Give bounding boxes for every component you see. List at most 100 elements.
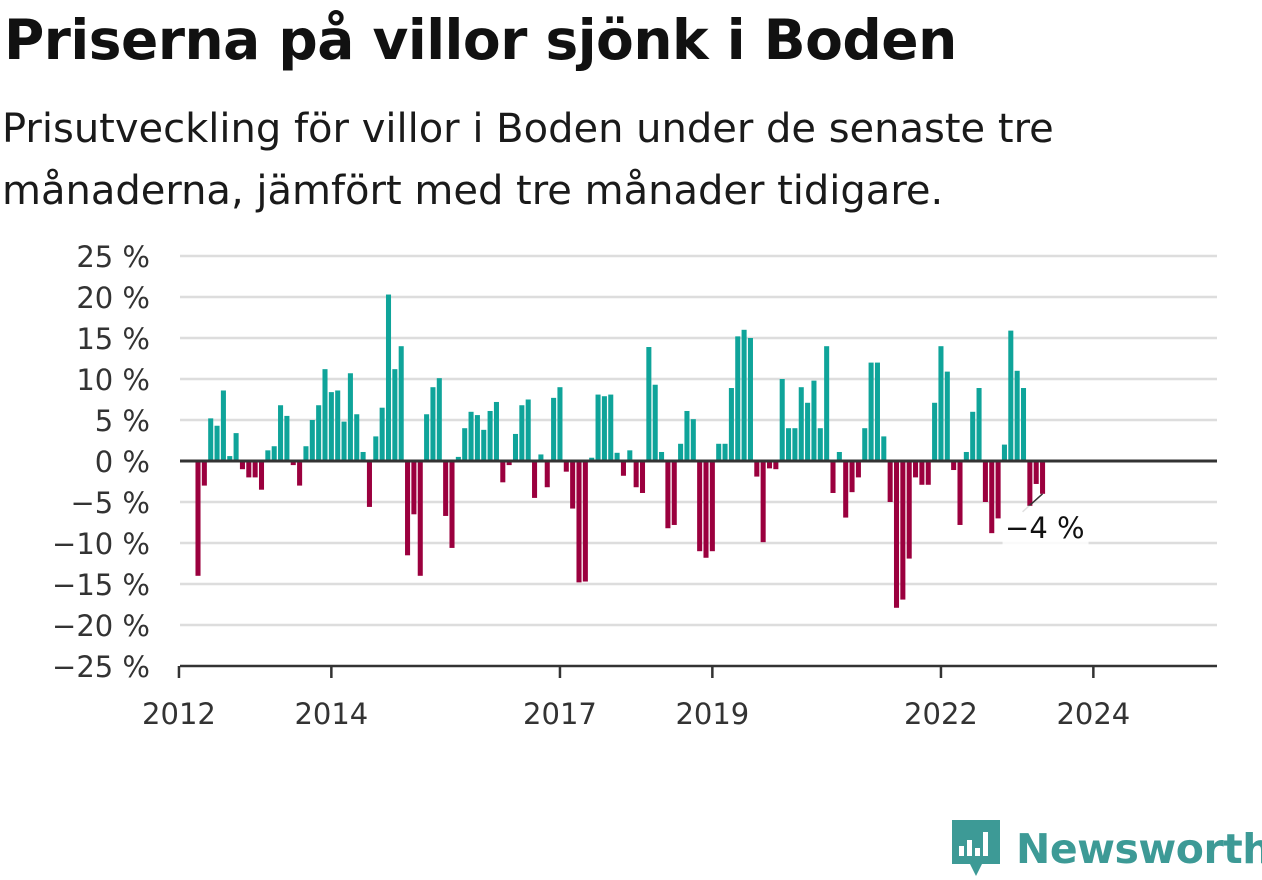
bar: [449, 461, 455, 548]
bar: [354, 414, 360, 461]
bar: [525, 399, 531, 461]
bar: [417, 461, 423, 576]
bar: [633, 461, 639, 488]
bar: [316, 405, 322, 461]
bar: [760, 461, 766, 543]
bar: [532, 461, 538, 498]
bar: [868, 362, 874, 461]
bar: [938, 346, 944, 461]
annotation-background: [1002, 505, 1089, 546]
bar: [697, 461, 703, 552]
bar: [843, 461, 849, 518]
y-tick-label: −5 %: [70, 486, 150, 520]
bar: [214, 425, 220, 461]
bar: [468, 411, 474, 461]
bar: [576, 461, 582, 583]
bar: [424, 414, 430, 461]
bar: [690, 419, 696, 461]
annotation-label: −4 %: [1005, 511, 1085, 545]
bar: [932, 402, 938, 461]
brand-logo: Newsworthy: [950, 818, 1262, 880]
bar: [341, 421, 347, 461]
bar: [900, 461, 906, 600]
x-tick-label: 2017: [523, 697, 597, 730]
y-tick-label: −20 %: [52, 609, 150, 643]
bar: [798, 387, 804, 461]
bar: [620, 461, 626, 476]
bar: [239, 461, 245, 470]
bar: [811, 380, 817, 461]
bar: [220, 390, 226, 461]
bar: [874, 362, 880, 461]
bar: [722, 443, 728, 461]
y-tick-label: 10 %: [76, 363, 150, 397]
bar: [455, 456, 461, 461]
bar: [957, 461, 963, 525]
bar: [849, 461, 855, 493]
bar: [258, 461, 265, 490]
x-tick-label: 2022: [904, 697, 978, 730]
bar: [766, 461, 773, 469]
x-tick-label: 2014: [294, 697, 368, 730]
bar: [982, 461, 988, 502]
bar: [608, 394, 614, 461]
bar: [735, 336, 741, 461]
bar: [944, 371, 950, 461]
brand-name: Newsworthy: [1016, 825, 1262, 873]
y-tick-label: −15 %: [52, 568, 150, 602]
bar: [970, 411, 976, 461]
bar: [805, 402, 811, 461]
bar: [1040, 461, 1046, 494]
bar: [284, 415, 290, 461]
bar: [951, 461, 957, 471]
y-tick-label: 25 %: [76, 240, 150, 274]
bar: [411, 461, 417, 515]
bar: [614, 452, 620, 461]
bar: [601, 396, 607, 461]
chart-subtitle: Prisutveckling för villor i Boden under …: [2, 106, 1054, 214]
bar: [855, 461, 861, 478]
y-tick-label: 0 %: [95, 445, 150, 479]
bar: [290, 461, 296, 466]
bar: [1033, 461, 1039, 484]
bar: [754, 461, 760, 477]
bar: [919, 461, 925, 485]
bar: [551, 397, 557, 461]
bar: [678, 443, 684, 461]
bar: [233, 433, 239, 461]
bar: [589, 457, 595, 461]
bar: [544, 461, 550, 488]
bar: [303, 446, 309, 461]
bar: [405, 461, 411, 556]
bar: [474, 415, 480, 461]
bar: [462, 428, 468, 461]
bar: [328, 392, 334, 461]
bar: [360, 451, 366, 461]
bar: [741, 329, 747, 461]
chart-title: Priserna på villor sjönk i Boden: [4, 8, 957, 72]
bar: [709, 461, 715, 552]
bar: [963, 451, 969, 461]
bar: [773, 461, 779, 470]
y-tick-label: −25 %: [52, 650, 150, 684]
bar: [836, 451, 842, 461]
bar: [684, 410, 690, 461]
bar: [570, 461, 576, 509]
bar: [379, 407, 385, 461]
bar: [786, 428, 792, 461]
bar: [1001, 444, 1007, 461]
newsworthy-logo-icon: [952, 820, 1000, 876]
bar: [208, 418, 214, 461]
bar: [493, 401, 499, 461]
bar: [887, 461, 893, 502]
bar: [195, 461, 201, 576]
bar: [201, 461, 207, 486]
bar: [824, 346, 830, 461]
bar: [385, 294, 392, 461]
bar: [278, 405, 284, 461]
bar: [646, 347, 652, 461]
bar: [582, 461, 588, 582]
bar: [830, 461, 836, 493]
y-tick-label: −10 %: [52, 527, 150, 561]
bar: [595, 394, 601, 461]
